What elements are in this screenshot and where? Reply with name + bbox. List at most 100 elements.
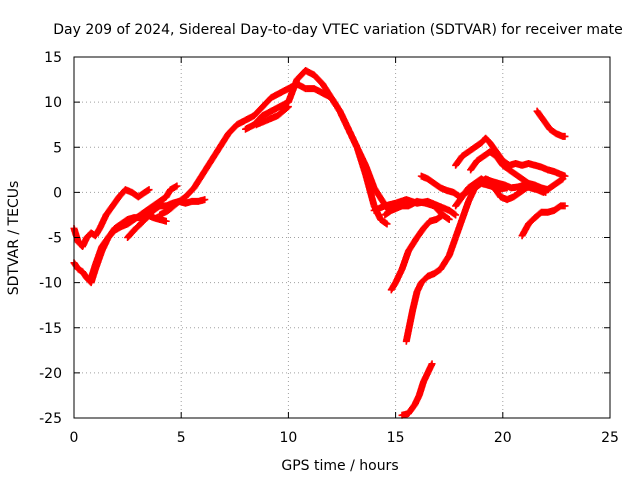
data-point-fill [191, 172, 206, 191]
data-point-fill [405, 235, 420, 254]
data-point-fill [109, 194, 122, 209]
y-tick-label: -5 [48, 231, 62, 247]
data-point-fill [182, 185, 197, 200]
data-point-fill [345, 126, 360, 150]
data-point-fill [437, 253, 452, 272]
data-point-fill [399, 248, 412, 272]
data-point [145, 186, 153, 194]
y-tick-label: 0 [53, 185, 62, 201]
data-point-fill [142, 186, 152, 196]
data-point-fill [403, 307, 416, 344]
data-point [439, 211, 447, 219]
y-tick-label: -10 [39, 276, 62, 292]
data-point-fill [125, 227, 137, 240]
data-point-fill [103, 203, 116, 218]
data-point [173, 182, 181, 190]
data-point [383, 220, 391, 228]
data-point-fill [452, 194, 465, 209]
data-point-fill [92, 244, 105, 267]
x-tick-label: 5 [177, 430, 186, 446]
data-point [561, 202, 569, 210]
data-series-12 [398, 360, 436, 419]
x-tick-label: 25 [601, 430, 619, 446]
data-point-fill [336, 108, 352, 132]
data-point-fill [217, 131, 232, 150]
data-point [452, 211, 460, 219]
data-point-fill [144, 207, 156, 221]
data-point-fill [105, 226, 118, 240]
data-series-16 [467, 148, 552, 194]
x-tick-label: 15 [387, 430, 405, 446]
data-point-fill [532, 209, 544, 221]
data-series-1 [70, 186, 153, 251]
data-series-6 [242, 67, 391, 228]
y-axis-label: SDTVAR / TECUs [6, 181, 22, 296]
data-point-fill [493, 153, 506, 168]
data-point-fill [208, 144, 223, 164]
data-point-fill [483, 135, 493, 146]
data-point-fill [319, 81, 334, 100]
data-point-fill [260, 95, 274, 110]
x-tick-label: 20 [494, 430, 512, 446]
data-point-fill [459, 199, 472, 222]
x-tick-label: 10 [279, 430, 297, 446]
data-point-fill [251, 104, 266, 119]
data-point-fill [491, 185, 504, 200]
data-point [201, 196, 209, 204]
data-point-fill [311, 72, 326, 87]
y-tick-label: -20 [39, 366, 62, 382]
data-point-fill [99, 235, 111, 249]
data-point-fill [446, 235, 459, 258]
data-point-fill [525, 215, 538, 227]
data-point-fill [328, 95, 343, 114]
y-tick-label: 10 [44, 95, 62, 111]
data-series-10 [387, 211, 447, 294]
data-point [162, 217, 170, 225]
data-series-4 [124, 196, 209, 241]
data-point-fill [414, 226, 427, 240]
data-point-fill [225, 122, 240, 137]
x-axis-label: GPS time / hours [281, 458, 398, 474]
data-point-fill [75, 266, 86, 275]
data-series-18 [533, 107, 569, 140]
data-point-fill [540, 117, 553, 132]
data-point [428, 360, 436, 368]
data-point-fill [165, 200, 180, 214]
data-point-fill [420, 218, 433, 231]
data-point-fill [487, 140, 500, 155]
data-point-fill [131, 221, 144, 233]
data-point [561, 132, 569, 140]
data-point [284, 103, 292, 111]
x-tick-label: 0 [70, 430, 79, 446]
data-point-fill [467, 158, 480, 173]
data-point-fill [388, 205, 399, 214]
y-tick-label: 15 [44, 50, 62, 66]
data-point-fill [137, 215, 150, 227]
data-point-fill [199, 158, 214, 177]
data-point-fill [558, 171, 568, 180]
data-series-17 [518, 202, 569, 240]
data-point-fill [353, 145, 369, 177]
data-points [70, 67, 569, 419]
y-tick-label: -25 [39, 411, 62, 427]
y-tick-label: 5 [53, 140, 62, 156]
data-point-fill [459, 185, 472, 200]
data-point [445, 215, 453, 223]
data-point-fill [285, 77, 300, 105]
axis-ticks: 0 5 10 15 20 25 -25 -20 -15 -10 -5 0 5 10 15 [39, 50, 619, 446]
data-point-fill [418, 273, 431, 286]
data-point-fill [371, 185, 386, 204]
data-point-fill [452, 217, 466, 240]
data-point [544, 186, 552, 194]
data-series-7 [252, 103, 292, 129]
data-point-fill [405, 402, 418, 416]
y-tick-label: -15 [39, 321, 62, 337]
grid-lines [74, 57, 610, 418]
data-point-fill [534, 108, 547, 123]
data-point [561, 172, 569, 180]
data-point-fill [362, 172, 378, 208]
chart-title: Day 209 of 2024, Sidereal Day-to-day VTE… [53, 22, 623, 38]
data-point-fill [275, 104, 291, 119]
